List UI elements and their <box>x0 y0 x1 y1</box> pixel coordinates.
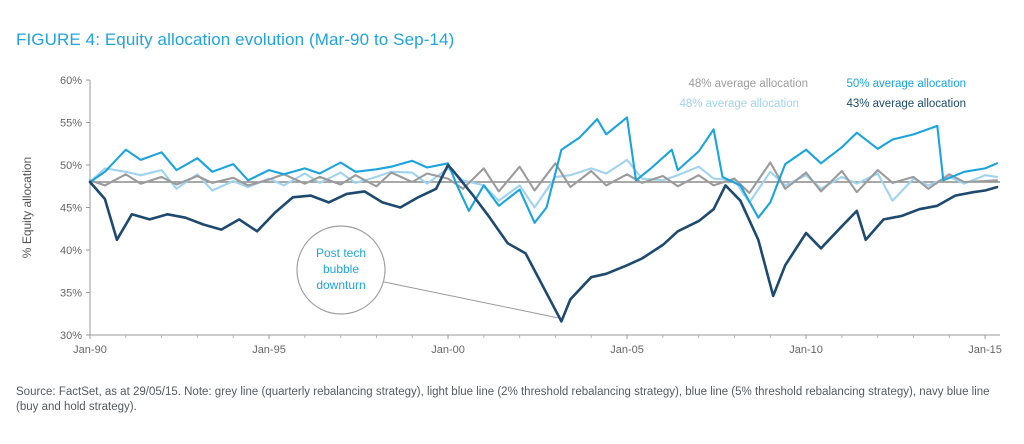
annotation-post-tech-bubble: Post tech bubble downturn <box>296 225 558 319</box>
source-note: Source: FactSet, as at 29/05/15. Note: g… <box>16 386 990 413</box>
y-tick-label: 60% <box>60 75 82 87</box>
legend-entry: 48% average allocation <box>679 98 799 110</box>
line-chart: 30% 35% 40% 45% 50% 55% 60% Jan-90 Jan-95 Jan-00 J… <box>20 75 1002 356</box>
x-tick-label: Jan-05 <box>610 344 644 356</box>
x-tick-label: Jan-10 <box>789 344 823 356</box>
x-tick-label: Jan-95 <box>252 344 286 356</box>
legend-entry: 50% average allocation <box>846 78 966 90</box>
annotation-bubble <box>296 225 386 315</box>
x-tick-label: Jan-90 <box>73 344 107 356</box>
annotation-text-line: downturn <box>316 278 365 292</box>
y-tick-label: 30% <box>60 330 82 342</box>
y-tick-label: 50% <box>60 160 82 172</box>
chart-axes: 30% 35% 40% 45% 50% 55% 60% Jan-90 Jan-95 Jan-00 J… <box>20 75 1002 356</box>
navy-series-line <box>88 163 999 323</box>
y-tick-label: 45% <box>60 203 82 215</box>
y-tick-label: 40% <box>60 245 82 257</box>
x-tick-label: Jan-15 <box>968 344 1002 356</box>
grey-series-line <box>88 161 999 195</box>
x-tick-label: Jan-00 <box>431 344 465 356</box>
y-axis-label: % Equity allocation <box>20 157 34 258</box>
legend-entry: 43% average allocation <box>846 98 966 110</box>
y-tick-label: 55% <box>60 118 82 130</box>
y-tick-label: 35% <box>60 288 82 300</box>
legend-entry: 48% average allocation <box>688 78 808 90</box>
annotation-text-line: Post tech <box>316 246 366 260</box>
blue-series-line <box>88 116 999 224</box>
annotation-leader-line <box>384 281 558 319</box>
annotation-text-line: bubble <box>323 262 359 276</box>
figure-title: FIGURE 4: Equity allocation evolution (M… <box>16 30 455 49</box>
series-lines <box>88 116 999 323</box>
chart-legend: 48% average allocation 50% average alloca… <box>679 78 966 110</box>
